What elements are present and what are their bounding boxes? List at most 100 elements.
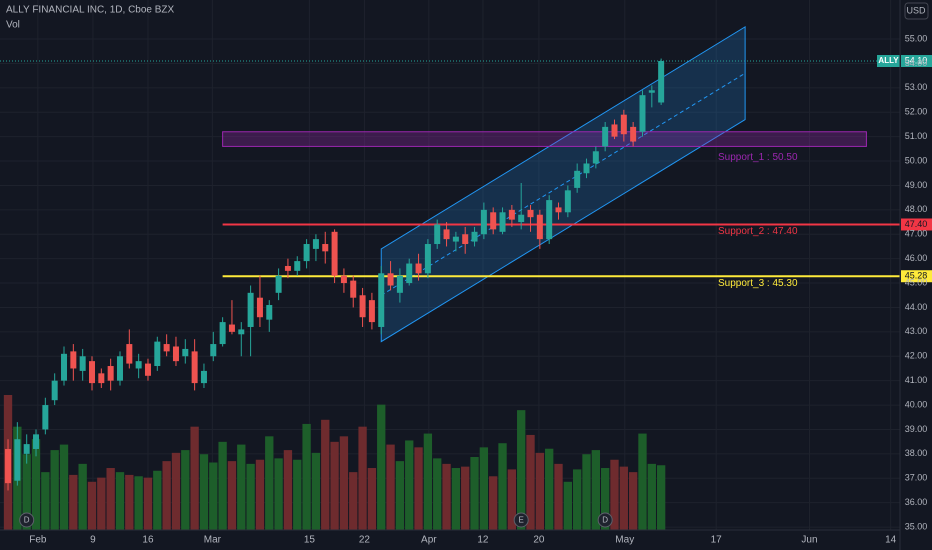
volume-bar xyxy=(125,474,134,530)
event-marker[interactable] xyxy=(19,512,35,528)
currency[interactable]: USD xyxy=(906,5,926,15)
y-tick-label: 54.00 xyxy=(905,58,928,68)
y-tick-label: 55.00 xyxy=(905,33,928,43)
candle-body xyxy=(480,209,487,235)
candle-body xyxy=(499,212,506,232)
x-tick-label: 12 xyxy=(477,535,489,546)
volume-bar xyxy=(433,458,442,530)
candle-body xyxy=(340,275,347,284)
candle-body xyxy=(508,209,515,220)
x-tick-label: 16 xyxy=(142,535,154,546)
volume-bar xyxy=(461,466,470,530)
candle-body xyxy=(331,231,338,276)
x-tick-label: May xyxy=(615,535,634,546)
candle-body xyxy=(648,90,655,93)
volume-bar xyxy=(628,472,638,530)
candle-body xyxy=(583,163,590,174)
volume-bar xyxy=(31,439,41,530)
y-tick-label: 46.00 xyxy=(905,253,928,263)
y-tick-label: 42.00 xyxy=(905,351,928,361)
candle-body xyxy=(210,344,217,357)
candle-body xyxy=(182,348,189,357)
candle-body xyxy=(443,229,450,240)
volume-bar xyxy=(162,461,171,530)
chart-title: ALLY FINANCIAL INC, 1D, Cboe BZX xyxy=(6,5,175,16)
volume-bar xyxy=(274,458,283,530)
volume-bar xyxy=(153,470,162,530)
price-tag xyxy=(901,55,932,68)
candle-body xyxy=(630,126,637,142)
candle-body xyxy=(154,341,161,367)
x-tick-label: Mar xyxy=(204,535,222,546)
volume-bar xyxy=(451,468,461,530)
volume-bar xyxy=(190,426,199,530)
volume-bar xyxy=(59,444,69,530)
volume-bar xyxy=(423,433,433,530)
y-tick-label: 43.00 xyxy=(905,326,928,336)
candle-body xyxy=(415,263,422,274)
candle-body xyxy=(518,214,525,223)
volume-bar xyxy=(237,444,246,530)
candle-body xyxy=(228,324,235,332)
volume-bar xyxy=(265,436,274,530)
y-tick-label: 44.00 xyxy=(905,302,928,312)
x-tick-label: Jun xyxy=(801,535,817,546)
x-tick-label: 20 xyxy=(533,535,545,546)
currency-box[interactable] xyxy=(904,2,929,20)
volume-bar xyxy=(349,472,358,530)
candle-body xyxy=(350,280,357,298)
volume-bar xyxy=(87,481,97,530)
volume-bar xyxy=(97,477,106,530)
candle-body xyxy=(144,363,151,376)
event-label[interactable]: D xyxy=(24,516,30,525)
x-tick-label: 17 xyxy=(711,535,723,546)
y-tick-label: 40.00 xyxy=(905,399,928,409)
candle-body xyxy=(14,439,21,481)
x-tick-label: 14 xyxy=(885,535,897,546)
candle-body xyxy=(303,244,310,262)
event-label[interactable]: D xyxy=(602,516,608,525)
candle-body xyxy=(5,448,12,484)
symbol-tag-label: ALLY xyxy=(878,56,899,65)
event-marker[interactable] xyxy=(597,512,613,528)
event-marker[interactable] xyxy=(513,512,529,528)
volume-bar xyxy=(442,463,451,530)
event-label[interactable]: E xyxy=(519,516,524,525)
volume-bar xyxy=(554,463,563,530)
y-tick-label: 49.00 xyxy=(905,180,928,190)
candle-body xyxy=(51,380,58,401)
candle-body xyxy=(23,444,30,454)
volume-bar xyxy=(395,461,405,530)
volume-bar xyxy=(134,476,143,530)
candle-body xyxy=(555,207,562,213)
volume-bar xyxy=(143,477,153,530)
y-tick-label: 50.00 xyxy=(905,155,928,165)
volume-bar xyxy=(610,459,619,530)
volume-bar xyxy=(255,459,265,530)
y-tick-label: 35.00 xyxy=(905,521,928,531)
candle-body xyxy=(620,114,627,135)
volume-bar xyxy=(181,450,190,530)
volume-bar xyxy=(302,423,311,530)
candle-body xyxy=(462,234,469,245)
candle-body xyxy=(564,190,571,213)
candle-body xyxy=(163,344,170,352)
volume-bar xyxy=(470,456,479,530)
symbol-tag xyxy=(877,55,900,68)
volume-bar xyxy=(78,463,87,530)
candle-body xyxy=(611,124,618,137)
volume-bar xyxy=(563,481,573,530)
volume-bar xyxy=(246,463,255,530)
candle-body xyxy=(88,361,95,384)
volume-bar xyxy=(656,465,666,530)
volume-bar xyxy=(517,410,526,530)
candle-body xyxy=(546,200,553,240)
volume-bar xyxy=(405,440,414,530)
volume-bar xyxy=(41,472,50,530)
candle-body xyxy=(61,353,68,381)
candle-body xyxy=(238,329,245,335)
y-tick-label: 39.00 xyxy=(905,424,928,434)
price-tag-label: 54.10 xyxy=(905,55,928,65)
volume-bar xyxy=(115,472,125,530)
volume-bar xyxy=(69,474,78,530)
